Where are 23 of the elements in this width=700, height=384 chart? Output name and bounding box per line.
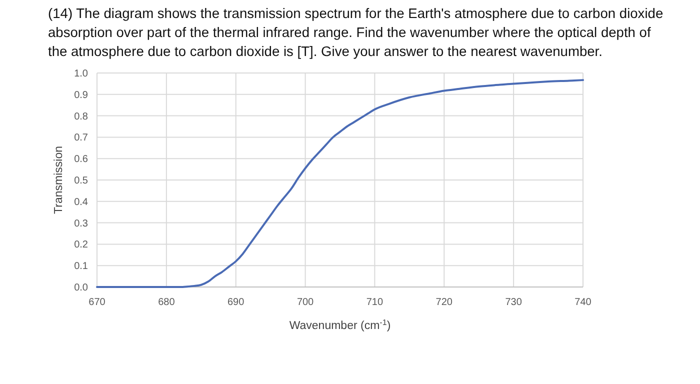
x-tick-label: 680 xyxy=(158,297,176,308)
y-tick-label: 0.4 xyxy=(74,196,88,208)
y-tick-label: 0.0 xyxy=(74,282,88,294)
line-series xyxy=(96,79,584,288)
y-tick-label: 0.8 xyxy=(74,111,88,122)
chart-title: (14) The diagram shows the transmission spectrum for the Earth's atmosphere due to carbon dioxide absorption over part of the thermal infrared range. Find the wavenumber where the optical depth of the atmosphere due to carbon dioxide is [T]. Give your answer to the nearest wavenumber. xyxy=(48,6,664,59)
x-tick-label: 720 xyxy=(436,297,453,308)
y-tick-label: 0.9 xyxy=(74,90,88,101)
y-tick-label: 0.6 xyxy=(74,154,88,166)
y-tick-label: 0.1 xyxy=(74,261,88,272)
y-tick-label: 1.0 xyxy=(74,68,88,80)
x-tick-label: 740 xyxy=(574,297,592,308)
x-tick-label: 700 xyxy=(296,297,314,308)
y-tick-label: 0.2 xyxy=(74,240,88,251)
y-tick-label: 0.7 xyxy=(74,132,88,144)
x-axis-title: Wavenumber (cm$^{-1}$) xyxy=(289,318,391,332)
y-tick-label: 0.3 xyxy=(74,218,88,230)
x-tick-label: 730 xyxy=(505,297,522,308)
x-tick-label: 710 xyxy=(366,297,384,308)
y-tick-label: 0.5 xyxy=(74,176,88,186)
x-tick-label: 670 xyxy=(88,297,106,308)
x-tick-label: 690 xyxy=(228,297,245,308)
y-axis-title: Transmission xyxy=(53,146,65,214)
